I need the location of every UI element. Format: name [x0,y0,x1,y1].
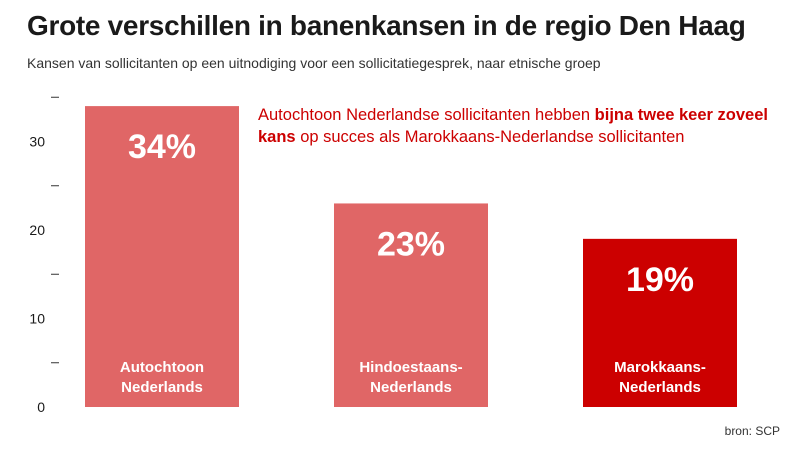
annotation-text-end: op succes als Marokkaans-Nederlandse sol… [295,128,685,146]
bar [583,238,737,407]
bar-category-label: Nederlands [370,379,452,396]
chart-title: Grote verschillen in banenkansen in de r… [27,10,746,41]
bar-category-label: Autochtoon [120,359,204,376]
bar-category-label: Hindoestaans- [359,359,462,376]
bar-category-label: Marokkaans- [614,359,706,376]
y-tick-label: 30 [29,134,45,150]
annotation-text-start: Autochtoon Nederlandse sollicitanten heb… [258,106,595,124]
chart-annotation: Autochtoon Nederlandse sollicitanten heb… [258,104,793,148]
y-tick-label: 20 [29,222,45,238]
y-tick-label: 10 [29,311,45,327]
bar [334,203,488,407]
bar-value-label: 19% [626,261,694,299]
y-tick-label: 0 [37,399,45,415]
bar-value-label: 34% [128,128,196,166]
bar-value-label: 23% [377,225,445,263]
bar [85,106,239,407]
source-note: bron: SCP [724,424,780,438]
bar-category-label: Nederlands [619,379,701,396]
annotation-text-bold: bijna twee keer zoveel kans [258,106,768,146]
chart-subtitle: Kansen van sollicitanten op een uitnodig… [27,55,601,71]
bar-category-label: Nederlands [121,379,203,396]
